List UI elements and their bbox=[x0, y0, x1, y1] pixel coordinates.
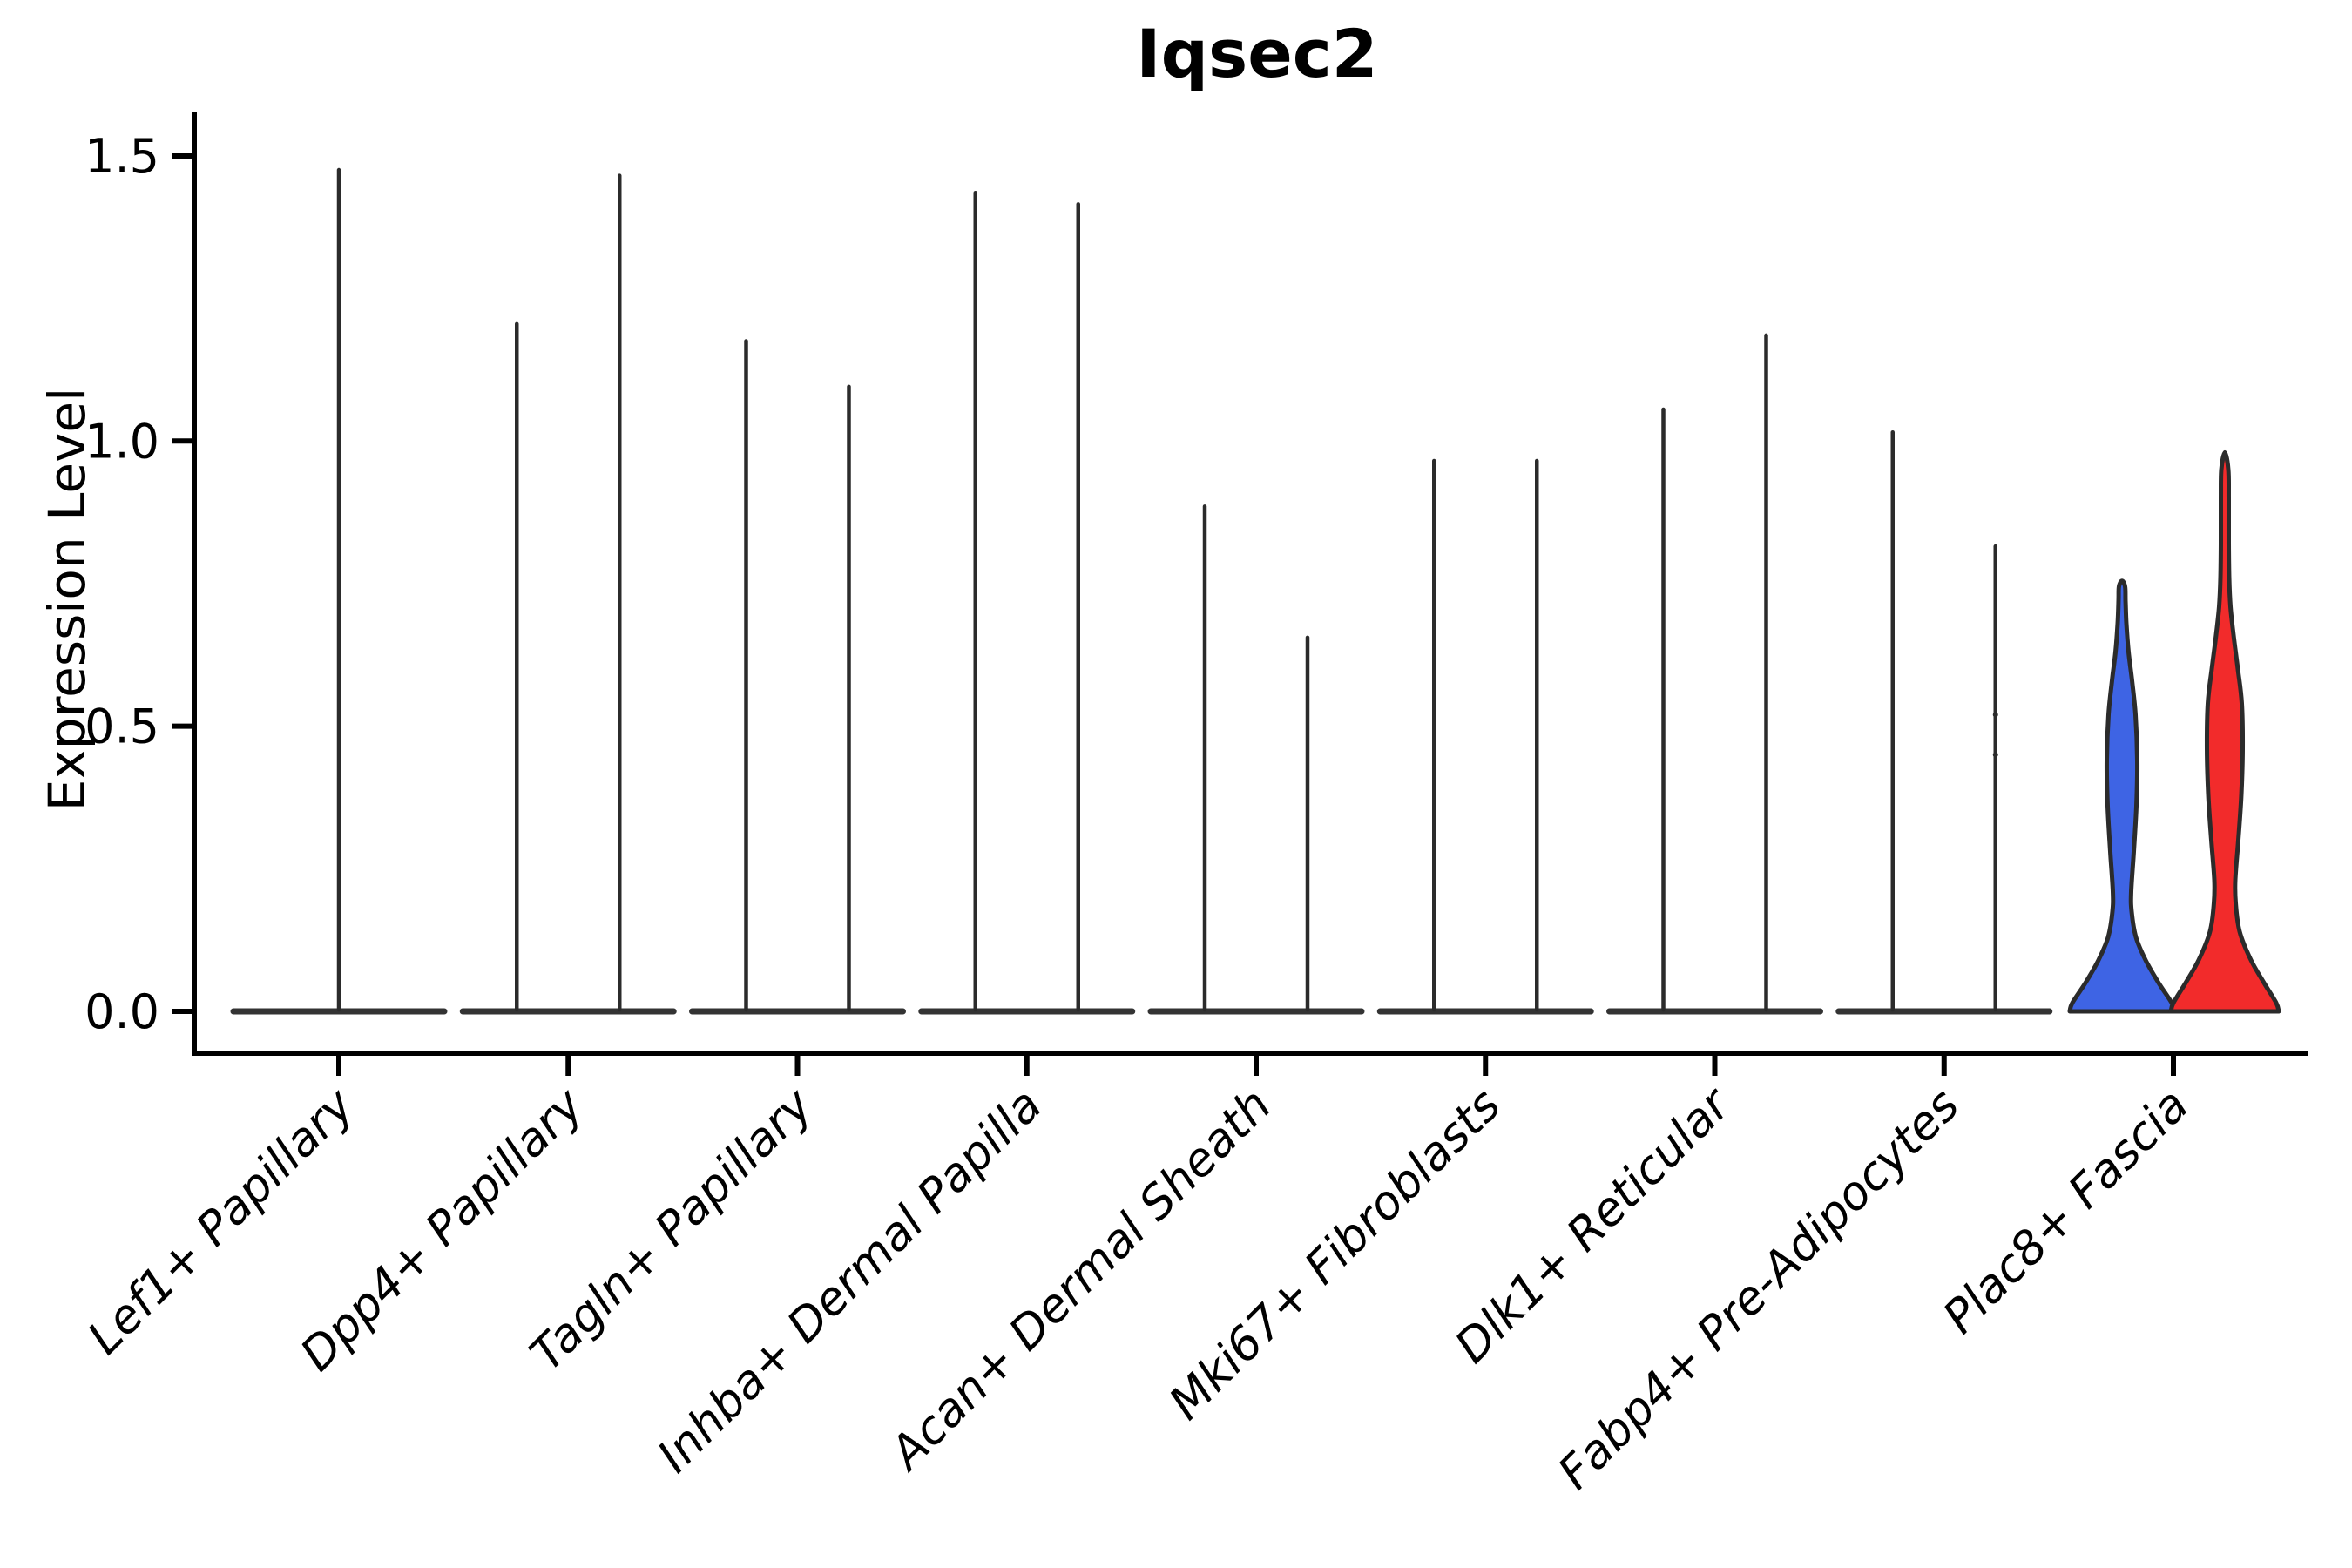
y-tick-label: 0.5 bbox=[84, 700, 159, 754]
y-tick-label: 1.0 bbox=[84, 414, 159, 469]
axes-layer: 0.0 0.5 1.0 1.5 bbox=[84, 112, 2308, 1076]
x-tick-label: Fabp4+ Pre-Adipocytes bbox=[1548, 1078, 1970, 1500]
y-tick-label: 0.0 bbox=[84, 984, 159, 1039]
x-tick-label: Inhba+ Dermal Papilla bbox=[648, 1078, 1052, 1483]
filled-violin-group_red bbox=[2168, 449, 2281, 1014]
filled-violin-group_blue bbox=[2067, 578, 2177, 1014]
x-tick-label: Acan+ Dermal Sheath bbox=[879, 1078, 1282, 1482]
violin-layer bbox=[230, 167, 2281, 1015]
y-tick-label: 1.5 bbox=[84, 129, 159, 184]
jitter-point bbox=[1992, 752, 1998, 758]
x-tick-label: Plac8+ Fascia bbox=[1933, 1078, 2199, 1344]
y-axis-title: Expression Level bbox=[37, 388, 97, 811]
chart-title: Iqsec2 bbox=[1136, 15, 1377, 92]
jitter-point bbox=[1992, 712, 1998, 718]
